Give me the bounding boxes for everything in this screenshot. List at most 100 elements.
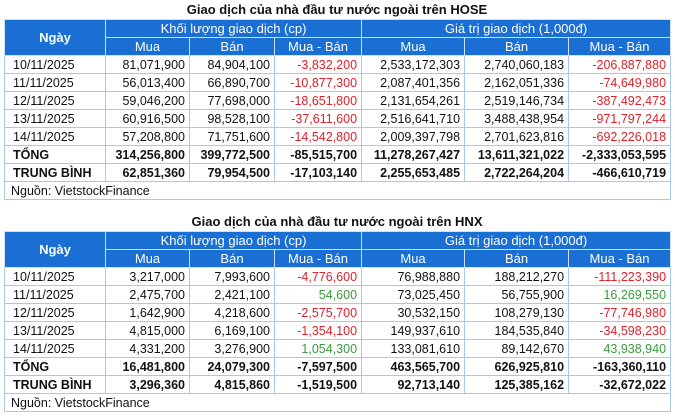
value-cell: -17,103,140	[273, 163, 363, 182]
source-row: Nguồn: VietstockFinance	[3, 393, 672, 412]
value-cell: -10,877,300	[273, 73, 363, 92]
date-cell: 14/11/2025	[4, 339, 106, 358]
value-cell: -32,672,022	[568, 375, 672, 394]
subheader-row: Mua Bán Mua - Bán Mua Bán Mua - Bán	[5, 37, 672, 56]
header-row: Ngày Khối lượng giao dịch (cp) Giá trị gia…	[4, 231, 672, 268]
value-cell: -34,598,230	[568, 321, 672, 340]
volume-buy-header: Mua	[105, 249, 190, 268]
value-cell: 4,815,000	[105, 321, 190, 340]
value-cell: 1,054,300	[273, 339, 363, 358]
value-cell: 463,565,700	[361, 357, 466, 376]
header-row: Ngày Khối lượng giao dịch (cp) Giá trị gia…	[4, 19, 672, 56]
value-cell: -1,519,500	[273, 375, 363, 394]
value-cell: -74,649,980	[568, 73, 672, 92]
value-cell: -85,515,700	[273, 145, 363, 164]
value-cell: 92,713,140	[361, 375, 466, 394]
date-cell: 11/11/2025	[4, 285, 106, 304]
value-cell: -2,575,700	[273, 303, 363, 322]
date-cell: 13/11/2025	[4, 109, 106, 128]
value-cell: 81,071,900	[105, 55, 190, 74]
volume-header: Khối lượng giao dịch (cp)	[104, 19, 363, 38]
volume-net-header: Mua - Bán	[273, 249, 363, 268]
table-row: 12/11/2025 1,642,900 4,218,600 -2,575,700 30…	[4, 303, 672, 322]
value-cell: 3,296,360	[105, 375, 190, 394]
value-cell: 16,481,800	[105, 357, 190, 376]
value-buy-header: Mua	[361, 249, 466, 268]
value-cell: 84,904,100	[189, 55, 275, 74]
value-cell: 2,533,172,303	[361, 55, 466, 74]
table-row: 10/11/2025 3,217,000 7,993,600 -4,776,600 76…	[4, 267, 672, 286]
value-cell: 2,131,654,261	[361, 91, 466, 110]
value-cell: 2,087,401,356	[361, 73, 466, 92]
value-cell: 149,937,610	[361, 321, 466, 340]
value-cell: 2,475,700	[105, 285, 190, 304]
value-cell: 66,890,700	[189, 73, 275, 92]
value-cell: 4,815,860	[189, 375, 275, 394]
value-cell: -163,360,110	[568, 357, 672, 376]
source-note: Nguồn: VietstockFinance	[3, 393, 672, 412]
date-cell: 13/11/2025	[4, 321, 106, 340]
value-cell: 6,169,100	[189, 321, 275, 340]
value-cell: 2,421,100	[189, 285, 275, 304]
value-cell: 3,217,000	[105, 267, 190, 286]
value-cell: -3,832,200	[273, 55, 363, 74]
average-row: TRUNG BÌNH 62,851,360 79,954,500 -17,103,14…	[4, 163, 672, 182]
value-cell: 76,988,880	[361, 267, 466, 286]
volume-sell-header: Bán	[189, 249, 275, 268]
table-row: 12/11/2025 59,046,200 77,698,000 -18,651,80…	[4, 91, 672, 110]
value-cell: -14,542,800	[273, 127, 363, 146]
value-cell: 7,993,600	[189, 267, 275, 286]
table-row: 14/11/2025 4,331,200 3,276,900 1,054,300 133…	[4, 339, 672, 358]
value-cell: 3,488,438,954	[464, 109, 570, 128]
value-cell: -387,492,473	[568, 91, 672, 110]
value-cell: 24,079,300	[189, 357, 275, 376]
hose-section: Giao dịch của nhà đầu tư nước ngoài trên…	[3, 0, 672, 200]
value-cell: 626,925,810	[464, 357, 570, 376]
table-row: 14/11/2025 57,208,800 71,751,600 -14,542,80…	[4, 127, 672, 146]
value-cell: 62,851,360	[105, 163, 190, 182]
value-cell: 54,600	[273, 285, 363, 304]
value-cell: -18,651,800	[273, 91, 363, 110]
date-cell: 10/11/2025	[4, 267, 106, 286]
value-cell: 1,642,900	[105, 303, 190, 322]
table-row: 13/11/2025 4,815,000 6,169,100 -1,354,100 14…	[4, 321, 672, 340]
value-cell: -7,597,500	[273, 357, 363, 376]
value-sell-header: Bán	[464, 37, 570, 56]
value-cell: 2,162,051,336	[464, 73, 570, 92]
value-cell: 399,772,500	[189, 145, 275, 164]
date-header: Ngày	[4, 19, 106, 56]
average-row: TRUNG BÌNH 3,296,360 4,815,860 -1,519,500 92…	[4, 375, 672, 394]
value-cell: 60,916,500	[105, 109, 190, 128]
value-cell: -971,797,244	[568, 109, 672, 128]
hnx-section: Giao dịch của nhà đầu tư nước ngoài trên…	[3, 212, 672, 412]
value-net-header: Mua - Bán	[568, 249, 672, 268]
value-header: Giá trị giao dịch (1,000đ)	[361, 19, 672, 38]
value-cell: -692,226,018	[568, 127, 672, 146]
date-cell: TỔNG	[4, 357, 106, 376]
table-row: 13/11/2025 60,916,500 98,528,100 -37,611,60…	[4, 109, 672, 128]
value-cell: -111,223,390	[568, 267, 672, 286]
value-cell: -466,610,719	[568, 163, 672, 182]
value-cell: 125,385,162	[464, 375, 570, 394]
table-title: Giao dịch của nhà đầu tư nước ngoài trên…	[191, 214, 483, 229]
value-cell: -1,354,100	[273, 321, 363, 340]
value-cell: 71,751,600	[189, 127, 275, 146]
value-cell: 16,269,550	[568, 285, 672, 304]
value-cell: 43,938,940	[568, 339, 672, 358]
value-cell: 89,142,670	[464, 339, 570, 358]
volume-sell-header: Bán	[189, 37, 275, 56]
date-cell: 12/11/2025	[4, 91, 106, 110]
value-cell: 56,013,400	[105, 73, 190, 92]
value-cell: 98,528,100	[189, 109, 275, 128]
value-cell: 73,025,450	[361, 285, 466, 304]
table-row: 11/11/2025 2,475,700 2,421,100 54,600 73,025…	[4, 285, 672, 304]
value-cell: -37,611,600	[273, 109, 363, 128]
value-cell: 56,755,900	[464, 285, 570, 304]
value-cell: 30,532,150	[361, 303, 466, 322]
value-cell: 77,698,000	[189, 91, 275, 110]
table-row: 11/11/2025 56,013,400 66,890,700 -10,877,30…	[4, 73, 672, 92]
value-cell: 2,701,623,816	[464, 127, 570, 146]
value-cell: 184,535,840	[464, 321, 570, 340]
value-cell: 57,208,800	[105, 127, 190, 146]
value-cell: 2,722,264,204	[464, 163, 570, 182]
